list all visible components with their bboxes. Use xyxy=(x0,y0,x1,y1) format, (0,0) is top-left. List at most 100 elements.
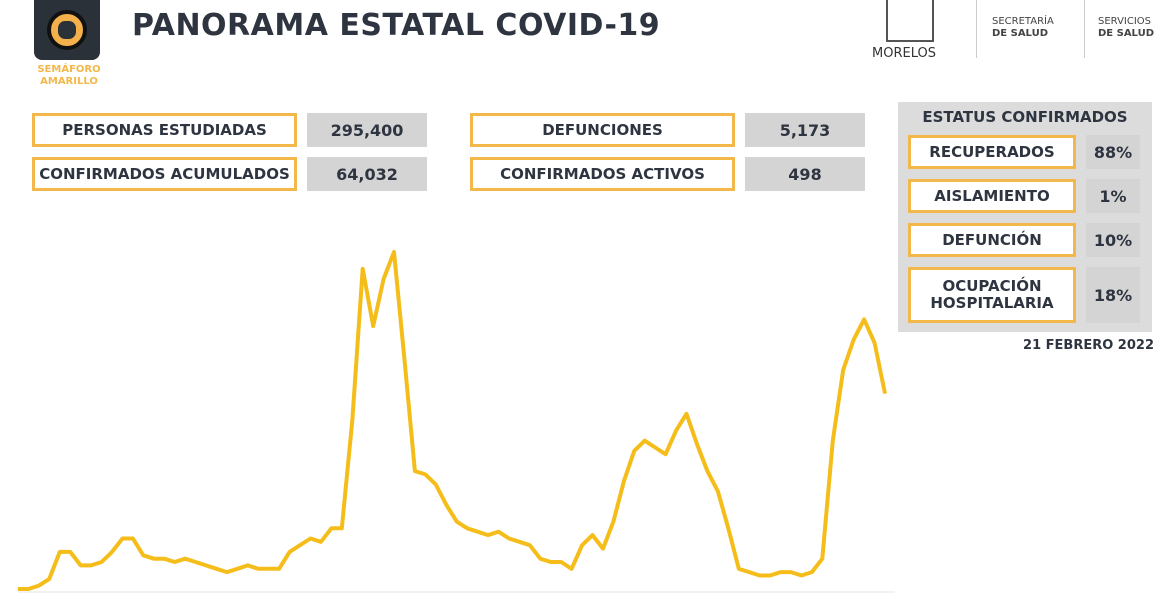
data-point xyxy=(205,564,207,566)
data-point xyxy=(821,558,823,560)
data-point xyxy=(278,568,280,570)
stat-value-estudiadas: 295,400 xyxy=(307,113,427,147)
status-value-defuncion: 10% xyxy=(1086,223,1140,257)
data-point xyxy=(790,571,792,573)
data-point xyxy=(769,575,771,577)
data-point xyxy=(863,318,865,320)
status-value-recuperados: 88% xyxy=(1086,135,1140,169)
servicios-text-bold: DE SALUD xyxy=(1098,28,1154,39)
morelos-logo xyxy=(886,0,934,42)
data-point xyxy=(372,325,374,327)
data-point xyxy=(90,564,92,566)
data-point xyxy=(780,571,782,573)
status-label-defuncion: DEFUNCIÓN xyxy=(908,223,1076,257)
data-point xyxy=(268,568,270,570)
divider xyxy=(1084,0,1085,58)
data-point xyxy=(38,585,40,587)
data-point xyxy=(27,588,29,590)
data-point xyxy=(508,537,510,539)
status-label-recuperados: RECUPERADOS xyxy=(908,135,1076,169)
data-point xyxy=(633,450,635,452)
data-point xyxy=(654,446,656,448)
status-title: ESTATUS CONFIRMADOS xyxy=(922,108,1128,126)
cases-line xyxy=(18,250,887,591)
data-point xyxy=(257,568,259,570)
data-point xyxy=(121,537,123,539)
data-point xyxy=(560,561,562,563)
data-point xyxy=(163,558,165,560)
data-point xyxy=(466,527,468,529)
report-date: 21 FEBRERO 2022 xyxy=(1023,338,1154,353)
data-point xyxy=(184,558,186,560)
data-point xyxy=(215,568,217,570)
data-point xyxy=(351,420,353,421)
morelos-label: MORELOS xyxy=(872,46,936,61)
data-point xyxy=(309,537,311,539)
data-point xyxy=(748,571,750,573)
data-point xyxy=(424,473,426,475)
divider xyxy=(976,0,977,58)
stat-value-defunciones: 5,173 xyxy=(745,113,865,147)
data-point xyxy=(686,413,688,415)
stat-label-defunciones: DEFUNCIONES xyxy=(470,113,735,147)
semaforo-logo xyxy=(34,0,100,60)
data-point xyxy=(696,443,698,445)
data-point xyxy=(195,561,197,563)
status-value-aislamiento: 1% xyxy=(1086,179,1140,213)
data-point xyxy=(612,521,614,523)
data-point xyxy=(69,551,71,553)
data-point xyxy=(456,521,458,523)
secretaria-text-bold: DE SALUD xyxy=(992,28,1048,39)
data-point xyxy=(393,251,395,253)
data-point xyxy=(341,527,343,529)
data-point xyxy=(142,554,144,556)
data-point xyxy=(236,568,238,570)
data-point xyxy=(487,534,489,536)
data-point xyxy=(48,578,50,580)
data-point xyxy=(884,393,886,395)
data-point xyxy=(717,490,719,492)
data-point xyxy=(477,531,479,533)
data-point xyxy=(518,541,520,543)
data-point xyxy=(289,551,291,553)
data-point xyxy=(675,430,677,432)
data-point xyxy=(853,339,855,341)
data-point xyxy=(581,544,583,546)
data-point xyxy=(874,342,876,344)
data-point xyxy=(111,551,113,553)
data-point xyxy=(320,541,322,543)
data-point xyxy=(498,531,500,533)
stat-label-acumulados: CONFIRMADOS ACUMULADOS xyxy=(32,157,297,191)
data-point xyxy=(330,527,332,529)
data-point xyxy=(435,484,437,486)
data-point xyxy=(299,544,301,546)
data-point xyxy=(153,558,155,560)
data-point xyxy=(445,504,447,506)
data-point xyxy=(539,558,541,560)
stat-value-acumulados: 64,032 xyxy=(307,157,427,191)
status-label-aislamiento: AISLAMIENTO xyxy=(908,179,1076,213)
data-point xyxy=(738,568,740,570)
data-point xyxy=(800,575,802,577)
data-point xyxy=(414,470,416,472)
secretaria-text: SECRETARÍA xyxy=(992,16,1054,27)
data-point xyxy=(706,470,708,472)
data-point xyxy=(842,369,844,371)
data-point xyxy=(226,571,228,573)
data-point xyxy=(174,561,176,563)
data-point xyxy=(571,568,573,570)
data-point xyxy=(17,588,19,590)
data-point xyxy=(529,544,531,546)
status-value-ocupacion: 18% xyxy=(1086,267,1140,323)
data-point xyxy=(602,548,604,550)
stat-label-activos: CONFIRMADOS ACTIVOS xyxy=(470,157,735,191)
data-point xyxy=(80,564,82,566)
data-point xyxy=(101,561,103,563)
data-point xyxy=(550,561,552,563)
servicios-logo: SERVICIOS DE SALUD xyxy=(1098,16,1154,40)
semaforo-label: SEMÁFORO AMARILLO xyxy=(37,64,101,87)
page-title: PANORAMA ESTATAL COVID-19 xyxy=(132,8,661,43)
servicios-text: SERVICIOS xyxy=(1098,16,1152,27)
stat-label-estudiadas: PERSONAS ESTUDIADAS xyxy=(32,113,297,147)
